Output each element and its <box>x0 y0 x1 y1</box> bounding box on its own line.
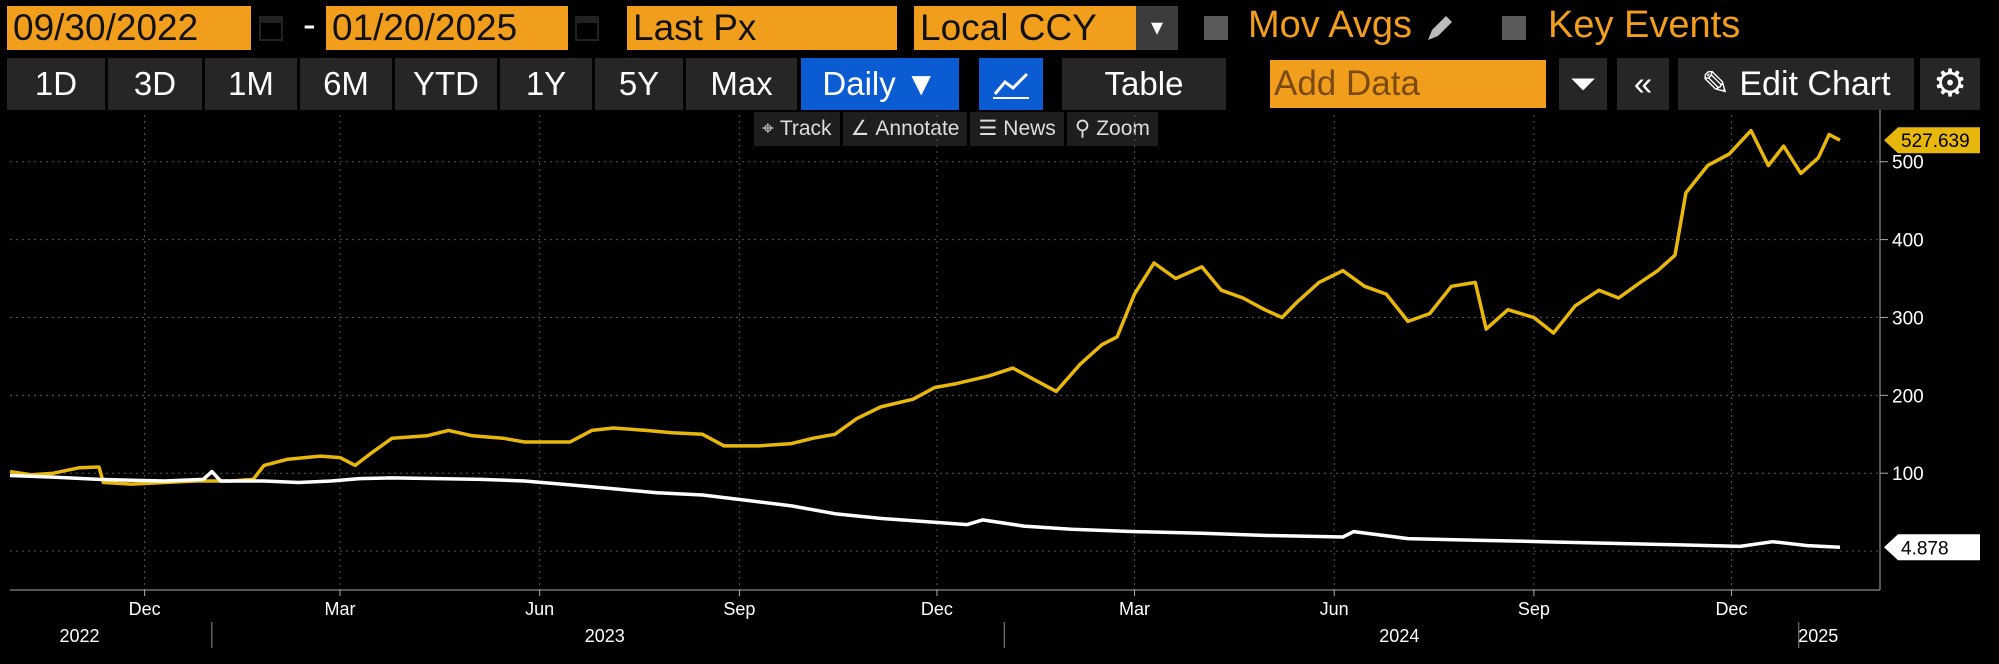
currency-selector[interactable]: Local CCY <box>914 6 1136 50</box>
range-5y-button[interactable]: 5Y <box>595 58 683 110</box>
calendar-icon[interactable] <box>574 12 600 42</box>
key-events-checkbox[interactable] <box>1502 16 1526 40</box>
x-tick-label: Sep <box>723 599 755 619</box>
chart-header: 09/30/2022 - 01/20/2025 Last Px Local CC… <box>0 0 1999 56</box>
y-tick-label: 500 <box>1892 153 1924 174</box>
chart-toolbar: 1D 3D 1M 6M YTD 1Y 5Y Max Daily ▼ Table … <box>0 58 1999 112</box>
last-value-label: 527.639 <box>1901 131 1970 152</box>
x-tick-label: Mar <box>324 599 355 619</box>
range-ytd-button[interactable]: YTD <box>395 58 497 110</box>
edit-chart-button[interactable]: ✎ Edit Chart <box>1678 58 1914 110</box>
year-label: 2023 <box>585 626 625 646</box>
currency-dropdown-button[interactable]: ▾ <box>1136 6 1178 50</box>
last-value-badge <box>1884 534 1980 561</box>
news-icon: ☰ <box>978 117 998 140</box>
news-label: News <box>1003 117 1056 140</box>
y-tick-label: 200 <box>1892 386 1924 407</box>
series-line-1 <box>9 469 1841 550</box>
mov-avgs-label: Mov Avgs <box>1248 4 1413 46</box>
mov-avgs-checkbox[interactable] <box>1204 16 1228 40</box>
year-label: 2024 <box>1379 626 1419 646</box>
calendar-icon[interactable] <box>258 12 284 42</box>
x-tick-label: Sep <box>1518 599 1550 619</box>
zoom-tool[interactable]: ⚲ Zoom <box>1066 112 1158 146</box>
filter-icon[interactable]: ⏷ <box>1559 58 1607 110</box>
y-tick-label: 400 <box>1892 231 1924 252</box>
series-line-0 <box>9 128 1841 486</box>
annotate-tool[interactable]: ∠ Annotate <box>842 112 968 146</box>
gear-icon[interactable]: ⚙ <box>1920 58 1980 110</box>
range-3d-button[interactable]: 3D <box>108 58 202 110</box>
start-date-field[interactable]: 09/30/2022 <box>7 6 251 50</box>
add-data-input[interactable]: Add Data <box>1270 60 1546 108</box>
pencil-icon: ✎ <box>1701 65 1730 103</box>
end-date-field[interactable]: 01/20/2025 <box>326 6 568 50</box>
x-tick-label: Jun <box>1320 599 1349 619</box>
annotate-icon: ∠ <box>850 117 870 140</box>
table-button[interactable]: Table <box>1062 58 1226 110</box>
y-tick-label: 100 <box>1892 464 1924 485</box>
x-tick-label: Jun <box>525 599 554 619</box>
edit-chart-label: Edit Chart <box>1739 65 1891 103</box>
x-tick-label: Dec <box>1715 599 1747 619</box>
key-events-label: Key Events <box>1548 4 1741 46</box>
frequency-dropdown[interactable]: Daily ▼ <box>801 58 959 110</box>
last-value-label: 4.878 <box>1901 538 1949 559</box>
range-1d-button[interactable]: 1D <box>7 58 105 110</box>
pencil-icon[interactable] <box>1424 12 1456 44</box>
track-tool[interactable]: ⌖ Track <box>754 112 840 146</box>
range-max-button[interactable]: Max <box>686 58 797 110</box>
field-selector[interactable]: Last Px <box>627 6 897 50</box>
date-separator: - <box>303 4 316 46</box>
year-label: 2022 <box>59 626 99 646</box>
news-tool[interactable]: ☰ News <box>970 112 1064 146</box>
annotate-label: Annotate <box>875 117 960 140</box>
range-1y-button[interactable]: 1Y <box>500 58 592 110</box>
year-label: 2025 <box>1798 626 1838 646</box>
y-tick-label: 300 <box>1892 308 1924 329</box>
line-chart-icon <box>993 72 1029 99</box>
range-1m-button[interactable]: 1M <box>205 58 297 110</box>
chart-type-button[interactable] <box>979 58 1043 110</box>
last-value-badge <box>1884 127 1980 154</box>
chart-tools: ⌖ Track ∠ Annotate ☰ News ⚲ Zoom <box>754 112 1158 146</box>
crosshair-icon: ⌖ <box>762 117 774 140</box>
x-tick-label: Dec <box>129 599 161 619</box>
x-tick-label: Mar <box>1119 599 1150 619</box>
range-6m-button[interactable]: 6M <box>300 58 392 110</box>
track-label: Track <box>779 117 832 140</box>
x-tick-label: Dec <box>921 599 953 619</box>
zoom-icon: ⚲ <box>1074 117 1091 140</box>
zoom-label: Zoom <box>1096 117 1150 140</box>
collapse-icon[interactable]: « <box>1617 58 1669 110</box>
